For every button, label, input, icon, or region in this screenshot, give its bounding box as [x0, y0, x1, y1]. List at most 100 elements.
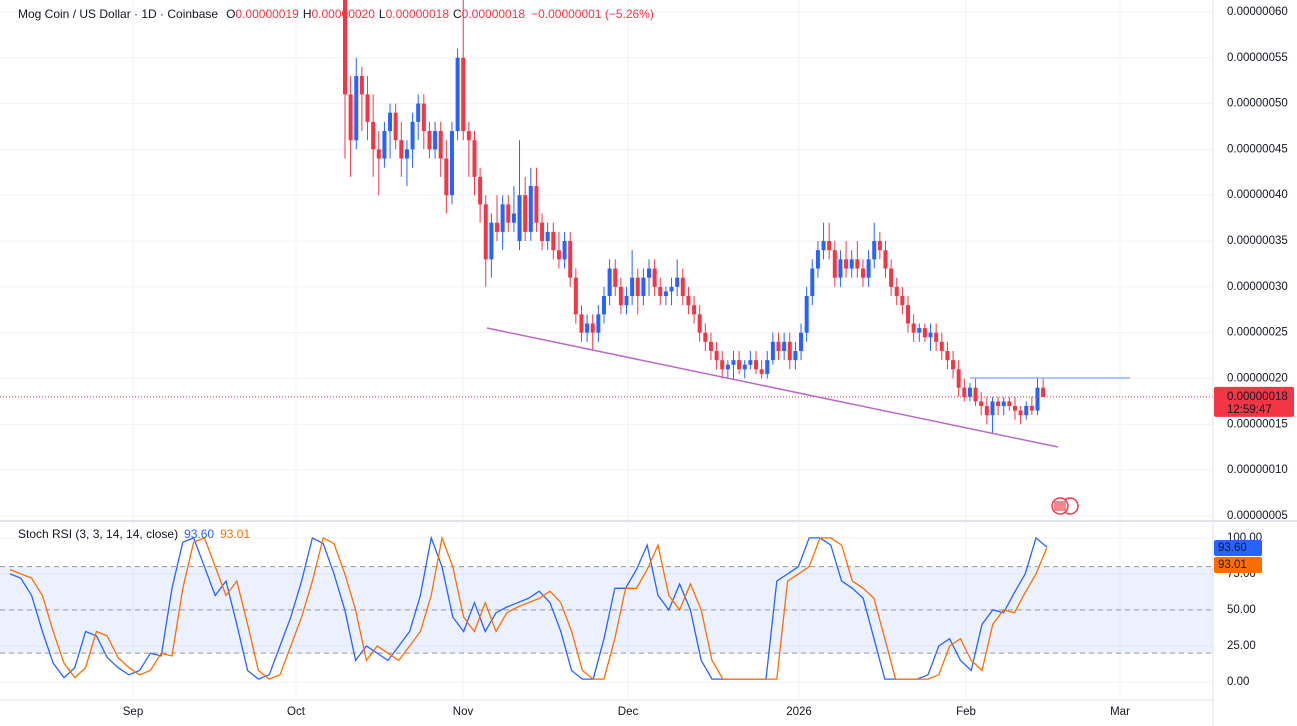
candle-body	[906, 305, 910, 324]
x-tick-label: Oct	[287, 706, 306, 718]
candle-body	[630, 277, 635, 297]
candle-body	[917, 328, 922, 333]
candle-body	[866, 259, 871, 278]
y-tick-label: 0.00000035	[1227, 235, 1288, 247]
value-box	[1214, 540, 1262, 556]
candle-body	[911, 323, 916, 333]
candle-body	[697, 314, 702, 333]
candle-body	[382, 131, 387, 159]
candle-body	[804, 296, 809, 333]
candle-body	[827, 241, 832, 251]
candle-body	[838, 259, 843, 278]
y-tick-label: 0.00000005	[1227, 510, 1288, 522]
price-pane	[0, 0, 1213, 434]
y-tick-label: 50.00	[1227, 604, 1256, 616]
candle-body	[860, 268, 865, 278]
candle-body	[444, 158, 449, 196]
candle-body	[455, 57, 460, 132]
candle-body	[945, 351, 950, 361]
candle-body	[956, 369, 961, 388]
price-grid	[0, 0, 1213, 520]
candle-body	[708, 341, 713, 352]
x-tick-label: Nov	[453, 706, 474, 718]
candle-body	[742, 364, 747, 370]
candle-body	[495, 222, 500, 232]
legend-key: H	[303, 7, 312, 21]
candle-body	[585, 323, 590, 333]
candle-body	[787, 341, 792, 361]
candle-body	[669, 286, 674, 292]
candle-body	[990, 401, 995, 416]
candle-body	[472, 140, 477, 177]
candle-body	[607, 268, 612, 297]
candle-body	[1012, 405, 1017, 411]
candle-body	[478, 176, 483, 205]
candle-body	[951, 360, 956, 370]
candle-body	[725, 364, 730, 370]
candle-body	[1029, 405, 1034, 411]
y-tick-label: 0.00000015	[1227, 418, 1288, 430]
trend-line[interactable]	[486, 327, 1059, 448]
stoch-line	[9, 535, 1048, 680]
candle-body	[799, 332, 804, 352]
candle-body	[1024, 405, 1029, 416]
candle-body	[545, 231, 550, 242]
candle-body	[821, 241, 826, 251]
candle-body	[596, 314, 601, 333]
candle-body	[635, 277, 640, 297]
candle-body	[692, 305, 697, 315]
candle-body	[996, 401, 1001, 406]
candle-body	[556, 250, 561, 260]
candle-body	[663, 291, 668, 297]
candle-body	[393, 112, 398, 141]
candle-body	[855, 259, 860, 269]
y-tick-label: 0.00000060	[1227, 6, 1288, 18]
candle-body	[624, 296, 629, 306]
candle-body	[934, 332, 939, 342]
candle-body	[523, 195, 528, 232]
candle-body	[534, 186, 539, 223]
candle-body	[483, 204, 488, 260]
candle-body	[568, 241, 573, 278]
candle-body	[675, 277, 680, 287]
y-tick-label: 0.00000010	[1227, 464, 1288, 476]
x-tick-label: Dec	[618, 706, 639, 718]
axes: 0.00000060 0.00000055 0.00000050 0.00000045…	[123, 6, 1294, 718]
candle-body	[404, 149, 409, 159]
candle-body	[613, 268, 618, 287]
x-tick-label: Sep	[123, 706, 143, 718]
candle-body	[1035, 387, 1040, 411]
candle-body	[489, 222, 494, 260]
candle-body	[832, 250, 837, 278]
candle-body	[922, 328, 927, 338]
candle-body	[551, 231, 556, 251]
candle-body	[900, 296, 905, 306]
candle-body	[416, 103, 421, 122]
candle-body	[967, 387, 972, 397]
candle-body	[1007, 401, 1012, 406]
candle-body	[461, 57, 466, 132]
legend-value: 0.00000019	[235, 7, 299, 21]
stoch-line	[9, 535, 1048, 680]
candle-body	[388, 112, 393, 132]
candle-body	[1041, 387, 1046, 397]
candle-body	[399, 140, 404, 159]
candle-body	[810, 268, 815, 297]
candle-body	[894, 286, 899, 297]
candle-body	[433, 131, 438, 150]
candle-body	[466, 131, 471, 141]
candle-body	[680, 277, 685, 297]
candle-body	[354, 76, 359, 141]
legend-value: 0.00000018	[386, 7, 450, 21]
candle-body	[877, 241, 882, 251]
candle-body	[979, 401, 984, 406]
event-icons[interactable]	[1051, 497, 1079, 515]
candle-body	[540, 222, 545, 242]
stoch-pane	[0, 535, 1213, 680]
candle-body	[776, 341, 781, 352]
candle-body	[765, 360, 770, 374]
candle-body	[579, 314, 584, 333]
candle-body	[1001, 401, 1006, 406]
